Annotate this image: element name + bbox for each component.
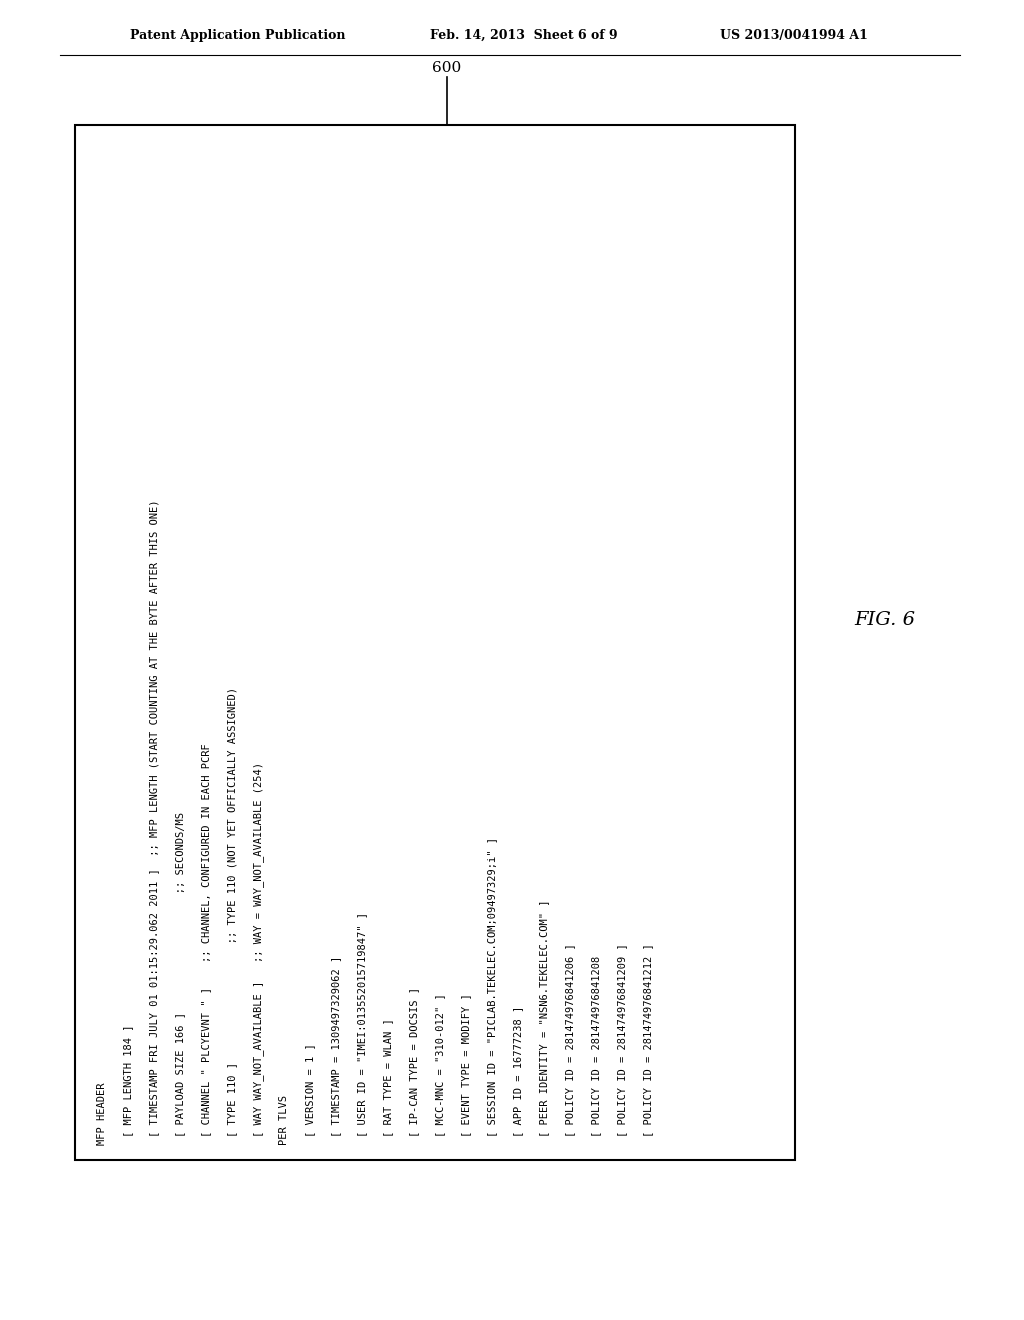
Text: [ MFP LENGTH 184 ]: [ MFP LENGTH 184 ] xyxy=(123,1024,133,1137)
Text: [ APP ID = 16777238 ]: [ APP ID = 16777238 ] xyxy=(513,1006,523,1137)
Text: Patent Application Publication: Patent Application Publication xyxy=(130,29,345,41)
Text: [ POLICY ID = 281474976841209 ]: [ POLICY ID = 281474976841209 ] xyxy=(617,944,627,1137)
Text: [ USER ID = "IMEI:013552015719847" ]: [ USER ID = "IMEI:013552015719847" ] xyxy=(357,912,367,1137)
Text: [ CHANNEL " PLCYEVNT " ]    ;; CHANNEL, CONFIGURED IN EACH PCRF: [ CHANNEL " PLCYEVNT " ] ;; CHANNEL, CON… xyxy=(201,743,211,1137)
Text: [ MCC-MNC = "310-012" ]: [ MCC-MNC = "310-012" ] xyxy=(435,993,445,1137)
Text: [ POLICY ID = 281474976841212 ]: [ POLICY ID = 281474976841212 ] xyxy=(643,944,653,1137)
Bar xyxy=(75,125,795,1160)
Text: [ TIMESTAMP = 1309497329062 ]: [ TIMESTAMP = 1309497329062 ] xyxy=(331,956,341,1137)
Text: [ TYPE 110 ]                   ;; TYPE 110 (NOT YET OFFICIALLY ASSIGNED): [ TYPE 110 ] ;; TYPE 110 (NOT YET OFFICI… xyxy=(227,686,237,1137)
Text: [ VERSION = 1 ]: [ VERSION = 1 ] xyxy=(305,1043,315,1137)
Text: MFP HEADER: MFP HEADER xyxy=(97,1082,106,1144)
Text: [ PAYLOAD SIZE 166 ]                   ;; SECONDS/MS: [ PAYLOAD SIZE 166 ] ;; SECONDS/MS xyxy=(175,812,185,1137)
Text: [ POLICY ID = 281474976841208: [ POLICY ID = 281474976841208 xyxy=(591,956,601,1137)
Text: [ RAT TYPE = WLAN ]: [ RAT TYPE = WLAN ] xyxy=(383,1018,393,1137)
Text: [ SESSION ID = "PICLAB.TEKELEC.COM;09497329;i" ]: [ SESSION ID = "PICLAB.TEKELEC.COM;09497… xyxy=(487,837,497,1137)
Text: [ EVENT TYPE = MODIFY ]: [ EVENT TYPE = MODIFY ] xyxy=(461,993,471,1137)
Text: US 2013/0041994 A1: US 2013/0041994 A1 xyxy=(720,29,868,41)
Text: PER TLVS: PER TLVS xyxy=(279,1096,289,1144)
Text: FIG. 6: FIG. 6 xyxy=(854,611,915,630)
Text: [ POLICY ID = 281474976841206 ]: [ POLICY ID = 281474976841206 ] xyxy=(565,944,575,1137)
Text: [ IP-CAN TYPE = DOCSIS ]: [ IP-CAN TYPE = DOCSIS ] xyxy=(409,987,419,1137)
Text: [ PEER IDENTITY = "NSN6.TEKELEC.COM" ]: [ PEER IDENTITY = "NSN6.TEKELEC.COM" ] xyxy=(539,899,549,1137)
Text: [ WAY WAY_NOT_AVAILABLE ]   ;; WAY = WAY_NOT_AVAILABLE (254): [ WAY WAY_NOT_AVAILABLE ] ;; WAY = WAY_N… xyxy=(253,762,264,1137)
Text: 600: 600 xyxy=(432,61,462,75)
Text: Feb. 14, 2013  Sheet 6 of 9: Feb. 14, 2013 Sheet 6 of 9 xyxy=(430,29,617,41)
Text: [ TIMESTAMP FRI JULY 01 01:15:29.062 2011 ]  ;; MFP LENGTH (START COUNTING AT TH: [ TIMESTAMP FRI JULY 01 01:15:29.062 201… xyxy=(150,499,159,1137)
